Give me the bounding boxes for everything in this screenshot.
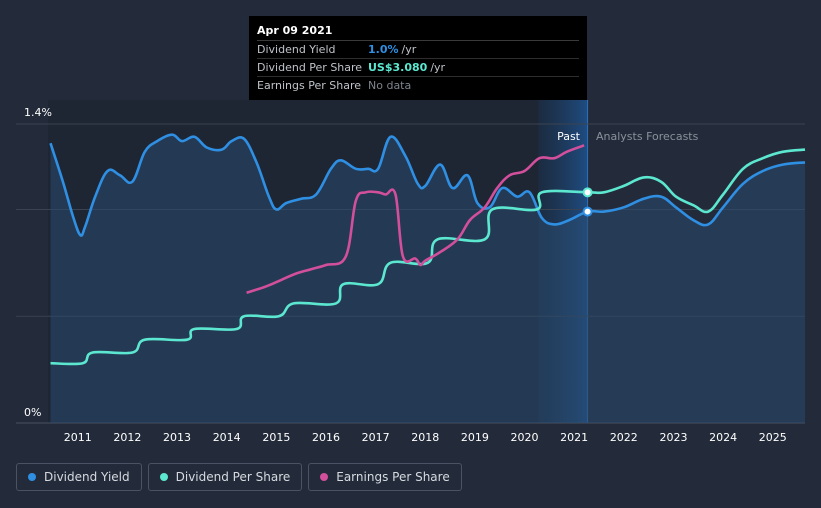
markers	[582, 187, 593, 217]
dividend-per-share-marker	[582, 187, 593, 198]
x-tick-label: 2013	[163, 431, 191, 444]
tooltip-unit: /yr	[401, 43, 417, 56]
legend-item-earnings-per-share[interactable]: Earnings Per Share	[308, 463, 462, 491]
forecast-label: Analysts Forecasts	[596, 130, 699, 143]
tooltip-value: 1.0%	[368, 43, 399, 56]
earnings-per-share-line	[246, 144, 585, 294]
y-axis-label-bottom: 0%	[24, 406, 41, 419]
x-tick-label: 2014	[213, 431, 241, 444]
x-tick-label: 2024	[709, 431, 737, 444]
legend-item-dividend-yield[interactable]: Dividend Yield	[16, 463, 142, 491]
yield-area	[50, 134, 805, 423]
legend-dot-icon	[320, 473, 329, 481]
legend-item-dividend-per-share[interactable]: Dividend Per Share	[147, 463, 303, 491]
tooltip-date: Apr 09 2021	[257, 22, 579, 41]
legend-label: Dividend Yield	[44, 470, 130, 484]
x-tick-label: 2021	[560, 431, 588, 444]
tooltip-value: US$3.080	[368, 61, 428, 74]
legend-dot-icon	[159, 473, 168, 481]
legend-label: Dividend Per Share	[175, 470, 291, 484]
x-tick-label: 2016	[312, 431, 340, 444]
x-tick-label: 2015	[262, 431, 290, 444]
dividend-yield-line	[49, 133, 806, 237]
tooltip-row-dividend-yield: Dividend Yield 1.0% /yr	[257, 41, 579, 59]
tooltip-row-dividend-per-share: Dividend Per Share US$3.080 /yr	[257, 59, 579, 77]
legend-label: Earnings Per Share	[336, 470, 450, 484]
tooltip-label: Dividend Yield	[257, 43, 336, 56]
tooltip-unit: /yr	[430, 61, 446, 74]
tooltip-value: No data	[368, 79, 412, 92]
tooltip-label: Earnings Per Share	[257, 79, 362, 92]
dividend-per-share-line	[50, 148, 806, 366]
x-tick-label: 2020	[511, 431, 539, 444]
axis-text: 1.4% 0% Past Analysts Forecasts	[24, 106, 699, 419]
past-label: Past	[557, 130, 581, 143]
x-tick-label: 2025	[759, 431, 787, 444]
tooltip: Apr 09 2021 Dividend Yield 1.0% /yr Divi…	[249, 16, 587, 100]
x-tick-label: 2018	[411, 431, 439, 444]
dividend-yield-area	[50, 134, 805, 423]
x-tick-label: 2011	[64, 431, 92, 444]
dividend-yield-marker	[582, 206, 593, 217]
legend: Dividend Yield Dividend Per Share Earnin…	[16, 463, 462, 491]
x-tick-label: 2012	[113, 431, 141, 444]
legend-dot-icon	[28, 473, 36, 481]
x-tick-label: 2023	[659, 431, 687, 444]
tooltip-label: Dividend Per Share	[257, 61, 363, 74]
series-lines	[49, 133, 806, 366]
x-tick-label: 2019	[461, 431, 489, 444]
x-tick-label: 2022	[610, 431, 638, 444]
y-axis-label-top: 1.4%	[24, 106, 52, 119]
tooltip-row-earnings-per-share: Earnings Per Share No data	[257, 77, 579, 94]
x-axis-ticks: 2011 2012 2013 2014 2015 2016 2017 2018 2019 2020…	[64, 431, 787, 444]
x-tick-label: 2017	[362, 431, 390, 444]
